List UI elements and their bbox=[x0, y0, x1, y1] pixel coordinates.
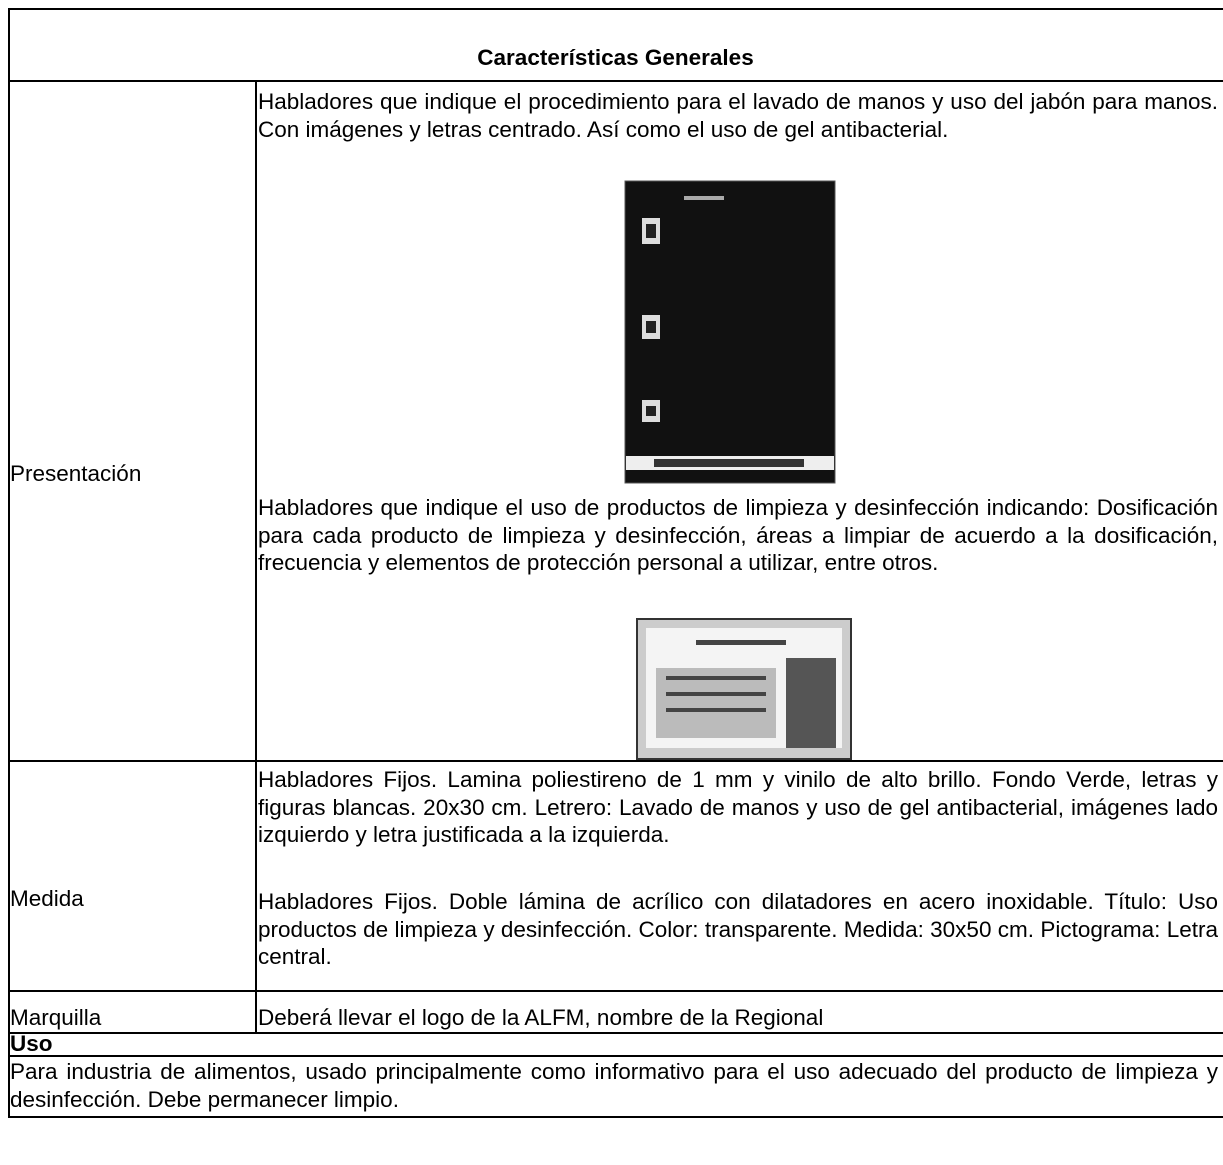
row-label: Presentación bbox=[10, 461, 142, 486]
cell-text: Habladores que indique el uso de product… bbox=[258, 495, 1218, 575]
column-line bbox=[255, 80, 257, 1032]
row-line bbox=[8, 1032, 1223, 1034]
table-title: Características Generales bbox=[477, 45, 754, 70]
row-line bbox=[8, 1055, 1223, 1057]
row-line bbox=[8, 990, 1223, 992]
poster-image bbox=[636, 618, 852, 760]
row-label: Medida bbox=[10, 886, 84, 911]
cell-text: Habladores que indique el procedimiento … bbox=[258, 89, 1218, 142]
section-label: Uso bbox=[10, 1031, 53, 1056]
row-line bbox=[8, 80, 1223, 82]
cell-text: Habladores Fijos. Lamina poliestireno de… bbox=[258, 767, 1218, 847]
section-text: Para industria de alimentos, usado princ… bbox=[10, 1059, 1218, 1112]
row-line bbox=[8, 760, 1223, 762]
poster-image bbox=[624, 180, 836, 484]
cell-text: Deberá llevar el logo de la ALFM, nombre… bbox=[258, 1005, 824, 1030]
table-border bbox=[8, 8, 1223, 1118]
cell-text: Habladores Fijos. Doble lámina de acríli… bbox=[258, 889, 1218, 969]
row-label: Marquilla bbox=[10, 1005, 102, 1030]
